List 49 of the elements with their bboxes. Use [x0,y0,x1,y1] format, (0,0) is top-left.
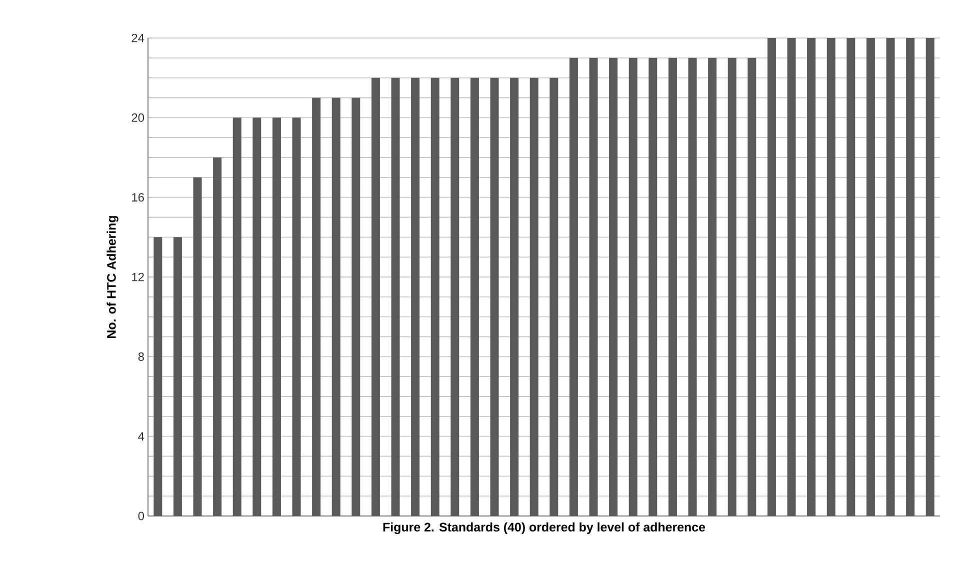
bar [589,58,598,516]
bar [807,38,816,516]
bar [530,78,538,516]
bar [767,38,776,516]
bar [787,38,796,516]
bar [232,118,242,516]
bar [668,58,677,516]
x-axis-title: Figure 2. Standards (40) ordered by level of adherence [383,522,706,534]
y-tick-label: 20 [132,113,144,122]
bar [470,78,479,516]
bar [411,78,420,516]
bar [926,38,934,516]
bar [193,177,202,516]
bar [490,78,499,516]
bar [173,237,182,516]
bar [450,78,460,516]
bar [628,58,638,516]
bar [154,237,162,516]
bar [550,78,558,516]
y-tick-label: 8 [138,352,144,361]
y-tick-label: 0 [138,512,144,520]
bar [272,118,281,516]
y-tick-label: 4 [138,432,144,440]
bar [371,78,380,516]
bar [510,78,519,516]
bar [430,78,440,516]
bar [391,78,400,516]
bar [609,58,618,516]
bar [648,58,658,516]
bar [846,38,856,516]
bar [748,58,756,516]
y-tick-label: 12 [132,272,144,282]
y-tick-label: 24 [132,34,144,42]
bar [292,118,301,516]
bar [688,58,697,516]
bar [569,58,578,516]
bar [312,98,321,516]
y-tick-label: 16 [132,193,144,202]
bar [866,38,875,516]
bar [213,157,222,516]
bar [886,38,895,516]
bar [352,98,360,516]
bar [906,38,915,516]
bar [826,38,836,516]
y-axis-title: No. of HTC Adhering [106,216,118,338]
bar [728,58,736,516]
bar [252,118,262,516]
bar [332,98,340,516]
bar [708,58,717,516]
